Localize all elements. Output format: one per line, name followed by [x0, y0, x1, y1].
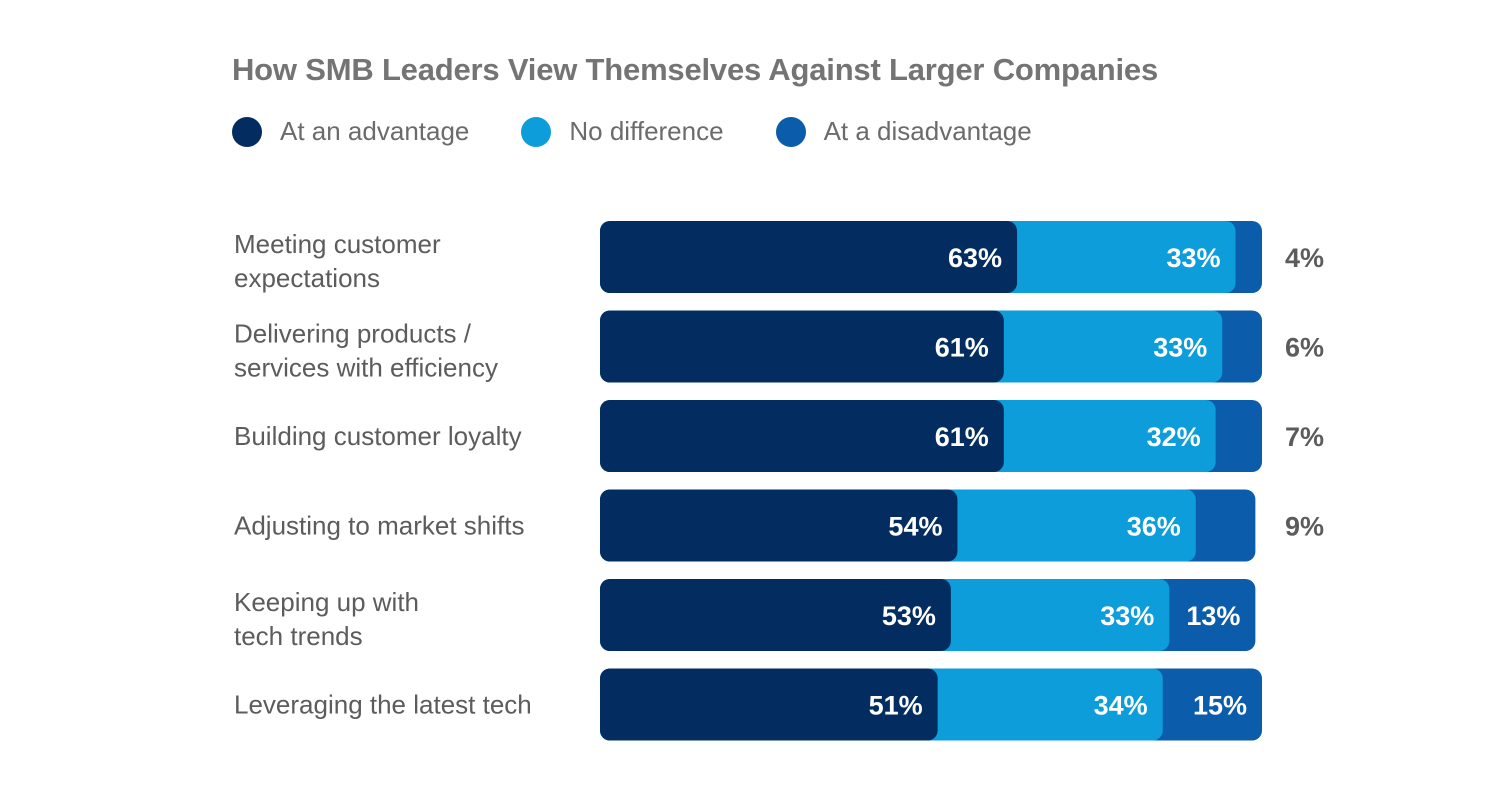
category-label: Meeting customer expectations	[234, 229, 441, 293]
value-label: 33%	[1100, 601, 1154, 631]
legend-label: At a disadvantage	[823, 116, 1032, 146]
value-label: 54%	[888, 512, 942, 542]
legend-item-no-difference: No difference	[521, 116, 724, 147]
bar-segment-at-an-advantage	[600, 400, 1004, 472]
value-label: 61%	[935, 422, 989, 452]
legend-item-advantage: At an advantage	[232, 116, 469, 147]
legend-swatch	[521, 116, 552, 147]
legend: At an advantage No difference At a disad…	[232, 116, 1084, 147]
value-label: 33%	[1153, 333, 1207, 363]
category-label: Delivering products / services with effic…	[234, 319, 498, 383]
chart-title: How SMB Leaders View Themselves Against …	[232, 52, 1158, 87]
bar-segment-at-an-advantage	[600, 310, 1004, 383]
value-label: 6%	[1285, 333, 1324, 363]
legend-label: At an advantage	[280, 116, 470, 146]
bar-segment-at-an-advantage	[600, 579, 951, 651]
value-label: 61%	[935, 333, 989, 363]
legend-label: No difference	[569, 116, 724, 146]
bar-segment-at-an-advantage	[600, 668, 938, 741]
legend-item-disadvantage: At a disadvantage	[775, 116, 1032, 147]
value-label: 7%	[1285, 422, 1324, 452]
category-label: Adjusting to market shifts	[234, 511, 524, 541]
value-label: 32%	[1147, 422, 1201, 452]
value-label: 9%	[1285, 512, 1324, 542]
category-label: Keeping up with tech trends	[234, 587, 419, 651]
legend-swatch	[775, 116, 806, 147]
value-label: 51%	[869, 691, 923, 721]
value-label: 53%	[882, 601, 936, 631]
value-label: 15%	[1193, 691, 1247, 721]
value-label: 34%	[1094, 691, 1148, 721]
value-label: 4%	[1285, 243, 1324, 273]
legend-swatch	[232, 116, 262, 147]
category-label: Leveraging the latest tech	[234, 690, 532, 720]
value-label: 13%	[1186, 601, 1240, 631]
category-label: Building customer loyalty	[234, 421, 522, 451]
bar-segment-at-an-advantage	[600, 221, 1018, 293]
bar-segment-at-an-advantage	[600, 489, 958, 562]
value-label: 63%	[948, 243, 1002, 273]
value-label: 36%	[1127, 512, 1181, 542]
value-label: 33%	[1166, 243, 1220, 273]
